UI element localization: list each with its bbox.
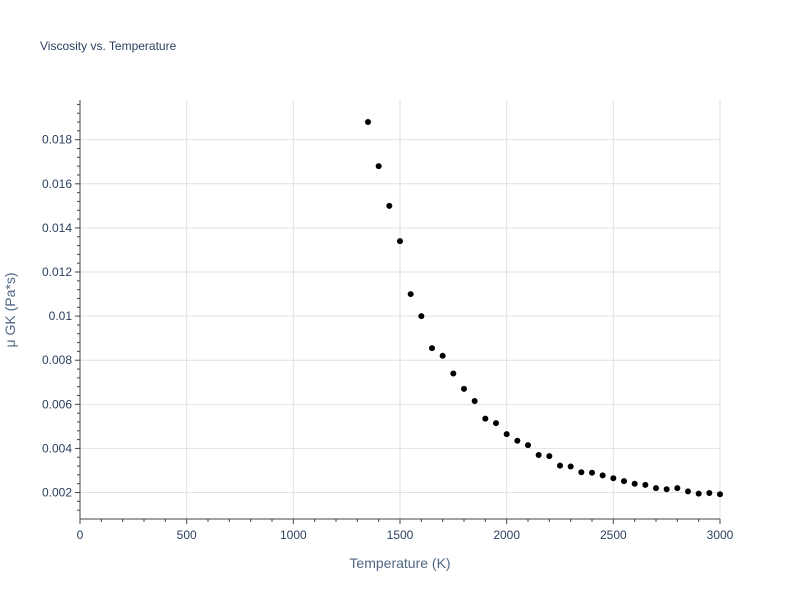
data-point: [493, 420, 499, 427]
y-axis-title: μ GK (Pa*s): [2, 273, 18, 348]
y-tick-label: 0.004: [42, 441, 72, 455]
grid-layer: [80, 100, 721, 519]
data-point: [599, 472, 606, 479]
data-point: [514, 437, 521, 444]
data-point: [482, 415, 489, 422]
data-point: [631, 480, 638, 487]
x-tick-label: 0: [77, 528, 84, 542]
data-point: [685, 488, 691, 495]
data-point: [365, 119, 371, 126]
y-tick-label: 0.012: [42, 265, 72, 279]
data-point: [503, 431, 510, 438]
data-point: [546, 453, 553, 460]
data-point: [695, 490, 702, 497]
data-point: [429, 345, 435, 352]
y-tick-label: 0.01: [49, 309, 73, 323]
data-point: [525, 442, 531, 449]
axes-layer: 0 500 1000 1500 2000 2500 3000 0.002 0.004 0.006 0…: [42, 100, 734, 542]
y-tick-label: 0.008: [42, 353, 72, 367]
data-point: [621, 478, 627, 485]
data-point: [557, 462, 563, 469]
x-tick-label: 1000: [280, 528, 307, 542]
x-tick-label: 2500: [600, 528, 627, 542]
data-point: [610, 475, 617, 482]
data-point: [674, 485, 681, 492]
data-point: [717, 491, 723, 498]
data-point: [589, 469, 595, 476]
data-point: [407, 291, 414, 298]
data-point: [706, 489, 713, 496]
data-point: [535, 452, 542, 459]
data-point: [386, 202, 393, 209]
x-tick-label: 3000: [707, 528, 734, 542]
x-tick-label: 2000: [493, 528, 520, 542]
data-point: [578, 469, 585, 476]
data-point: [397, 238, 403, 245]
data-point: [450, 370, 457, 377]
data-point: [567, 463, 574, 470]
y-tick-label: 0.002: [42, 486, 72, 500]
data-point: [439, 352, 446, 359]
data-point: [418, 313, 425, 320]
chart-title: Viscosity vs. Temperature: [40, 39, 177, 53]
x-tick-label: 1500: [387, 528, 414, 542]
data-point: [642, 481, 649, 488]
y-tick-label: 0.014: [42, 221, 72, 235]
data-point: [653, 485, 659, 492]
y-tick-label: 0.016: [42, 177, 72, 191]
x-tick-label: 500: [177, 528, 197, 542]
x-axis-title: Temperature (K): [349, 555, 450, 571]
data-point: [663, 486, 670, 493]
data-point: [375, 163, 382, 170]
data-points: [365, 119, 723, 498]
y-tick-label: 0.018: [42, 133, 72, 147]
data-point: [471, 398, 478, 405]
data-point: [461, 385, 467, 392]
y-tick-label: 0.006: [42, 397, 72, 411]
